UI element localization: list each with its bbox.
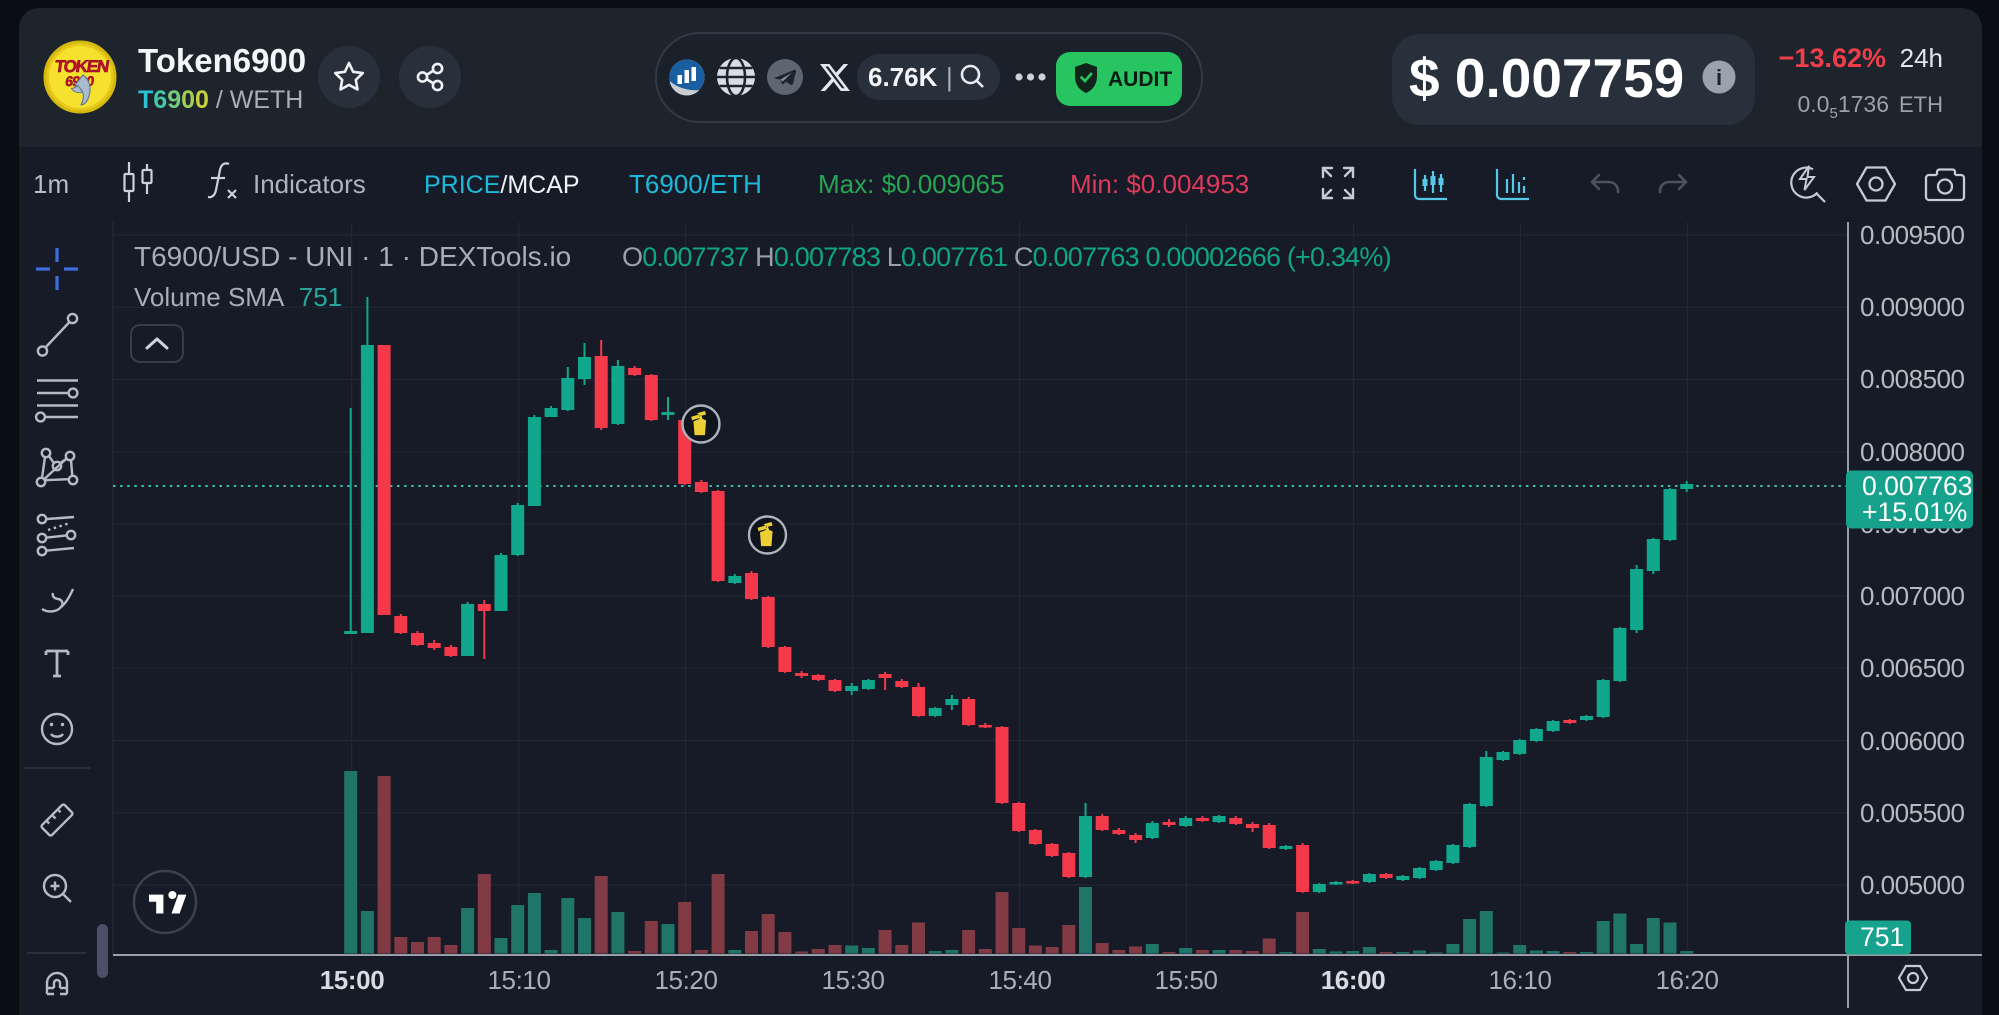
svg-text:$ 0.007759: $ 0.007759 <box>1409 47 1684 109</box>
svg-text:ETH: ETH <box>1899 92 1943 117</box>
svg-text:0.006500: 0.006500 <box>1860 653 1964 683</box>
svg-text:16:20: 16:20 <box>1655 965 1718 995</box>
svg-text:0.006000: 0.006000 <box>1860 726 1964 756</box>
svg-text:0.009500: 0.009500 <box>1860 220 1964 250</box>
svg-text:15:20: 15:20 <box>654 965 717 995</box>
svg-text:Max: $0.009065: Max: $0.009065 <box>818 169 1004 199</box>
svg-text:0.009000: 0.009000 <box>1860 292 1964 322</box>
svg-text:PRICE/MCAP: PRICE/MCAP <box>424 171 580 199</box>
svg-text:T6900/ETH: T6900/ETH <box>629 169 762 199</box>
svg-text:0.007763: 0.007763 <box>1862 471 1973 501</box>
svg-text:15:40: 15:40 <box>988 965 1051 995</box>
svg-text:Min: $0.004953: Min: $0.004953 <box>1070 169 1249 199</box>
svg-text:TOKEN: TOKEN <box>54 57 111 76</box>
svg-text:AUDIT: AUDIT <box>1108 68 1172 91</box>
svg-text:15:00: 15:00 <box>320 965 385 995</box>
svg-text:6.76K: 6.76K <box>868 62 938 92</box>
svg-text:Token6900: Token6900 <box>138 42 306 79</box>
svg-text:751: 751 <box>1860 922 1904 952</box>
svg-text:T6900 / WETH: T6900 / WETH <box>138 86 303 114</box>
svg-text:1m: 1m <box>33 169 69 199</box>
svg-text:0.007000: 0.007000 <box>1860 581 1964 611</box>
svg-text:0.005000: 0.005000 <box>1860 870 1964 900</box>
svg-text:Indicators: Indicators <box>253 169 366 199</box>
svg-text:15:30: 15:30 <box>821 965 884 995</box>
svg-text:0.008500: 0.008500 <box>1860 364 1964 394</box>
svg-text:16:10: 16:10 <box>1488 965 1551 995</box>
svg-text:O0.007737 H0.007783 L0.007761: O0.007737 H0.007783 L0.007761 C0.007763 … <box>622 242 1391 272</box>
svg-text:+15.01%: +15.01% <box>1862 497 1967 527</box>
svg-text:15:50: 15:50 <box>1154 965 1217 995</box>
svg-text:0.051736: 0.051736 <box>1798 91 1890 122</box>
svg-text:16:00: 16:00 <box>1321 965 1386 995</box>
svg-text:0.005500: 0.005500 <box>1860 798 1964 828</box>
svg-text:i: i <box>1716 65 1722 90</box>
svg-text:15:10: 15:10 <box>487 965 550 995</box>
svg-text:24h: 24h <box>1900 43 1943 73</box>
svg-text:Volume SMA 751: Volume SMA 751 <box>134 282 342 312</box>
svg-text:−13.62%: −13.62% <box>1779 43 1886 73</box>
svg-text:T6900/USD - UNI · 1 · DEXTools: T6900/USD - UNI · 1 · DEXTools.io <box>134 241 571 272</box>
svg-text:|: | <box>946 62 953 92</box>
svg-text:0.008000: 0.008000 <box>1860 437 1964 467</box>
